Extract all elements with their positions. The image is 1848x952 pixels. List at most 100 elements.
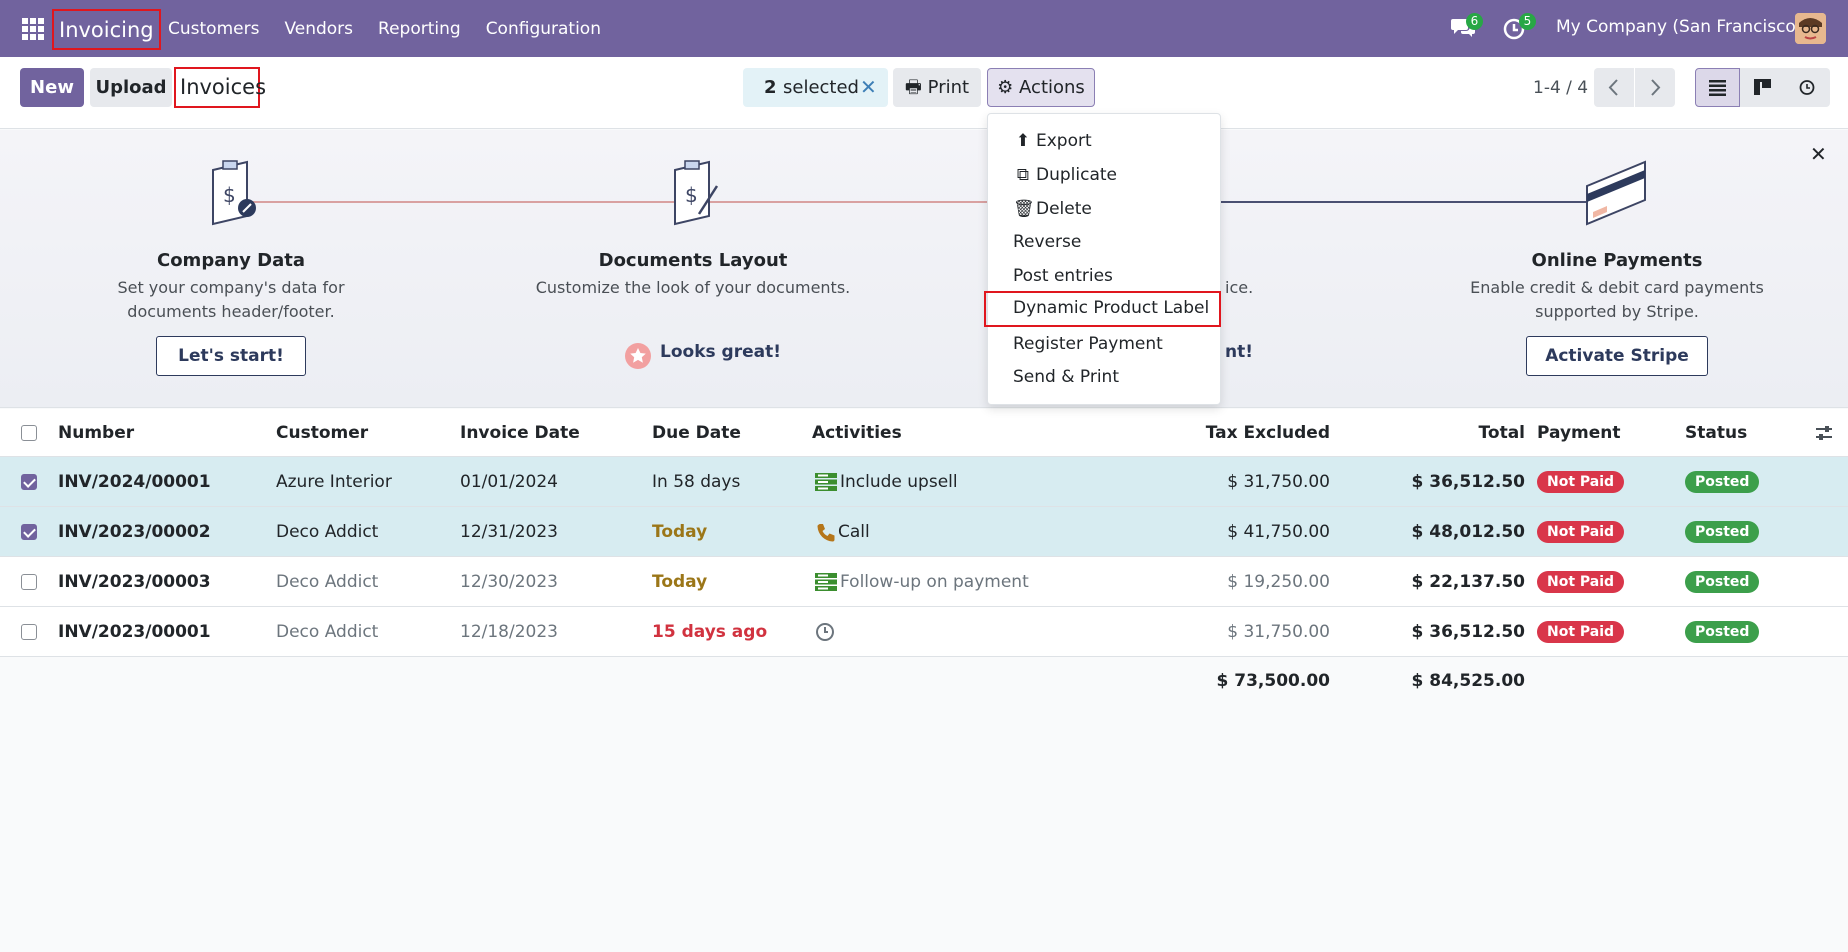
activity-label: Include upsell bbox=[840, 471, 958, 492]
cell-number: INV/2023/00003 bbox=[58, 571, 211, 592]
menu-customers[interactable]: Customers bbox=[168, 18, 260, 39]
trash-icon: 🗑 bbox=[1013, 199, 1035, 219]
new-button[interactable]: New bbox=[20, 68, 84, 107]
pager-previous-button[interactable] bbox=[1594, 68, 1634, 107]
cell-customer: Deco Addict bbox=[276, 521, 379, 542]
chevron-right-icon bbox=[1651, 79, 1661, 96]
cell-number: INV/2024/00001 bbox=[58, 471, 211, 492]
pager-next-button[interactable] bbox=[1635, 68, 1675, 107]
top-navbar: Invoicing Customers Vendors Reporting Co… bbox=[0, 0, 1848, 57]
onboarding-panel: $ Company Data Set your company's data f… bbox=[0, 130, 1848, 408]
printer-icon: 🖶 bbox=[904, 77, 922, 98]
menu-reporting[interactable]: Reporting bbox=[378, 18, 461, 39]
row-checkbox[interactable] bbox=[21, 573, 37, 590]
step-done-fragment: nt! bbox=[1225, 342, 1253, 362]
payment-badge: Not Paid bbox=[1537, 470, 1625, 493]
payment-badge: Not Paid bbox=[1537, 520, 1625, 543]
cell-invoice-date: 12/30/2023 bbox=[460, 571, 558, 592]
row-checkbox[interactable] bbox=[21, 623, 37, 640]
app-grid-icon[interactable] bbox=[22, 18, 44, 40]
pager-value[interactable]: 1-4 / 4 bbox=[1533, 78, 1589, 98]
cell-activity[interactable] bbox=[815, 607, 835, 656]
payment-badge: Not Paid bbox=[1537, 570, 1625, 593]
clipboard-dollar-icon: $ bbox=[212, 160, 256, 226]
svg-text:$: $ bbox=[685, 183, 698, 207]
activity-list-icon bbox=[815, 472, 837, 491]
activate-stripe-button[interactable]: Activate Stripe bbox=[1526, 336, 1708, 376]
action-reverse[interactable]: Reverse bbox=[1013, 232, 1082, 252]
activity-label: Call bbox=[838, 521, 870, 542]
col-number[interactable]: Number bbox=[58, 422, 135, 443]
upload-button[interactable]: Upload bbox=[90, 68, 172, 107]
step-title: Company Data bbox=[156, 250, 306, 271]
actions-dropdown: ⬆ Export ⧉ Duplicate 🗑Delete Reverse Post … bbox=[984, 113, 1222, 405]
print-button[interactable]: 🖶 Print bbox=[893, 68, 981, 107]
action-label: Duplicate bbox=[1036, 165, 1117, 185]
chevron-left-icon bbox=[1608, 79, 1618, 96]
cell-due-date: Today bbox=[652, 571, 708, 592]
close-onboarding-icon[interactable]: ✕ bbox=[1810, 142, 1827, 166]
breadcrumb: Invoices bbox=[174, 67, 266, 108]
step-description: Set your company's data for documents he… bbox=[117, 278, 345, 321]
action-duplicate[interactable]: ⧉ Duplicate bbox=[988, 158, 1222, 192]
action-dynamic-product-label[interactable]: Dynamic Product Label bbox=[984, 291, 1221, 327]
list-view-button[interactable] bbox=[1695, 68, 1740, 107]
menu-configuration[interactable]: Configuration bbox=[485, 18, 601, 39]
menu-vendors[interactable]: Vendors bbox=[284, 18, 354, 39]
unselect-close-icon[interactable]: ✕ bbox=[860, 75, 877, 99]
print-label: Print bbox=[927, 77, 970, 98]
cell-activity[interactable]: Follow-up on payment bbox=[815, 557, 1029, 606]
cell-invoice-date: 12/18/2023 bbox=[460, 621, 558, 642]
user-avatar[interactable] bbox=[1795, 13, 1826, 44]
kanban-view-button[interactable] bbox=[1740, 68, 1785, 107]
col-due-date[interactable]: Due Date bbox=[652, 422, 741, 443]
col-customer[interactable]: Customer bbox=[276, 422, 369, 443]
payment-badge: Not Paid bbox=[1537, 620, 1625, 643]
activities-count-badge: 5 bbox=[1519, 13, 1536, 30]
app-name[interactable]: Invoicing bbox=[52, 9, 161, 50]
activity-view-clock-icon bbox=[1799, 80, 1815, 95]
action-register-payment[interactable]: Register Payment bbox=[1013, 334, 1163, 354]
clipboard-pen-icon: $ bbox=[674, 160, 719, 226]
actions-button[interactable]: ⚙ Actions bbox=[987, 68, 1095, 107]
cell-total: $ 48,012.50 bbox=[1411, 521, 1525, 542]
cell-customer: Deco Addict bbox=[276, 571, 379, 592]
main-menu: Customers Vendors Reporting Configuratio… bbox=[168, 0, 601, 57]
optional-columns-icon[interactable] bbox=[1814, 424, 1834, 442]
col-total[interactable]: Total bbox=[1478, 422, 1525, 443]
total-amount: $ 84,525.00 bbox=[1411, 671, 1525, 691]
table-row[interactable]: INV/2023/00001 Deco Addict 12/18/2023 15… bbox=[0, 607, 1848, 657]
table-row[interactable]: INV/2023/00003 Deco Addict 12/30/2023 To… bbox=[0, 557, 1848, 607]
star-check-icon bbox=[625, 343, 651, 369]
step-description: Customize the look of your documents. bbox=[535, 278, 851, 297]
col-status[interactable]: Status bbox=[1685, 422, 1748, 443]
activity-list-icon bbox=[815, 572, 837, 591]
lets-start-button[interactable]: Let's start! bbox=[156, 336, 306, 376]
cell-activity[interactable]: Include upsell bbox=[815, 457, 958, 506]
table-row[interactable]: INV/2023/00002 Deco Addict 12/31/2023 To… bbox=[0, 507, 1848, 557]
status-badge: Posted bbox=[1685, 620, 1760, 643]
row-checkbox[interactable] bbox=[21, 523, 37, 540]
cell-total: $ 36,512.50 bbox=[1411, 471, 1525, 492]
table-row[interactable]: INV/2024/00001 Azure Interior 01/01/2024… bbox=[0, 457, 1848, 507]
actions-label: Actions bbox=[1019, 77, 1085, 98]
cell-activity[interactable]: Call bbox=[815, 507, 870, 556]
action-label: Export bbox=[1036, 131, 1092, 151]
activity-view-button[interactable] bbox=[1785, 68, 1830, 107]
action-delete[interactable]: 🗑Delete bbox=[988, 192, 1222, 226]
action-send-print[interactable]: Send & Print bbox=[1013, 367, 1119, 387]
company-switcher[interactable]: My Company (San Francisco) bbox=[1556, 17, 1803, 37]
step-description: Enable credit & debit card payments supp… bbox=[1470, 278, 1764, 321]
action-post-entries[interactable]: Post entries bbox=[1013, 266, 1113, 286]
col-activities[interactable]: Activities bbox=[812, 422, 902, 443]
cell-due-date: In 58 days bbox=[652, 471, 741, 492]
col-invoice-date[interactable]: Invoice Date bbox=[460, 422, 580, 443]
action-export[interactable]: ⬆ Export bbox=[988, 124, 1222, 158]
row-checkbox[interactable] bbox=[21, 473, 37, 490]
step-title: Online Payments bbox=[1531, 250, 1703, 271]
col-payment[interactable]: Payment bbox=[1537, 422, 1621, 443]
total-tax-excluded: $ 73,500.00 bbox=[1216, 671, 1330, 691]
table-header: Number Customer Invoice Date Due Date Ac… bbox=[0, 409, 1848, 457]
select-all-checkbox[interactable] bbox=[21, 424, 37, 441]
col-tax-excluded[interactable]: Tax Excluded bbox=[1205, 422, 1330, 443]
